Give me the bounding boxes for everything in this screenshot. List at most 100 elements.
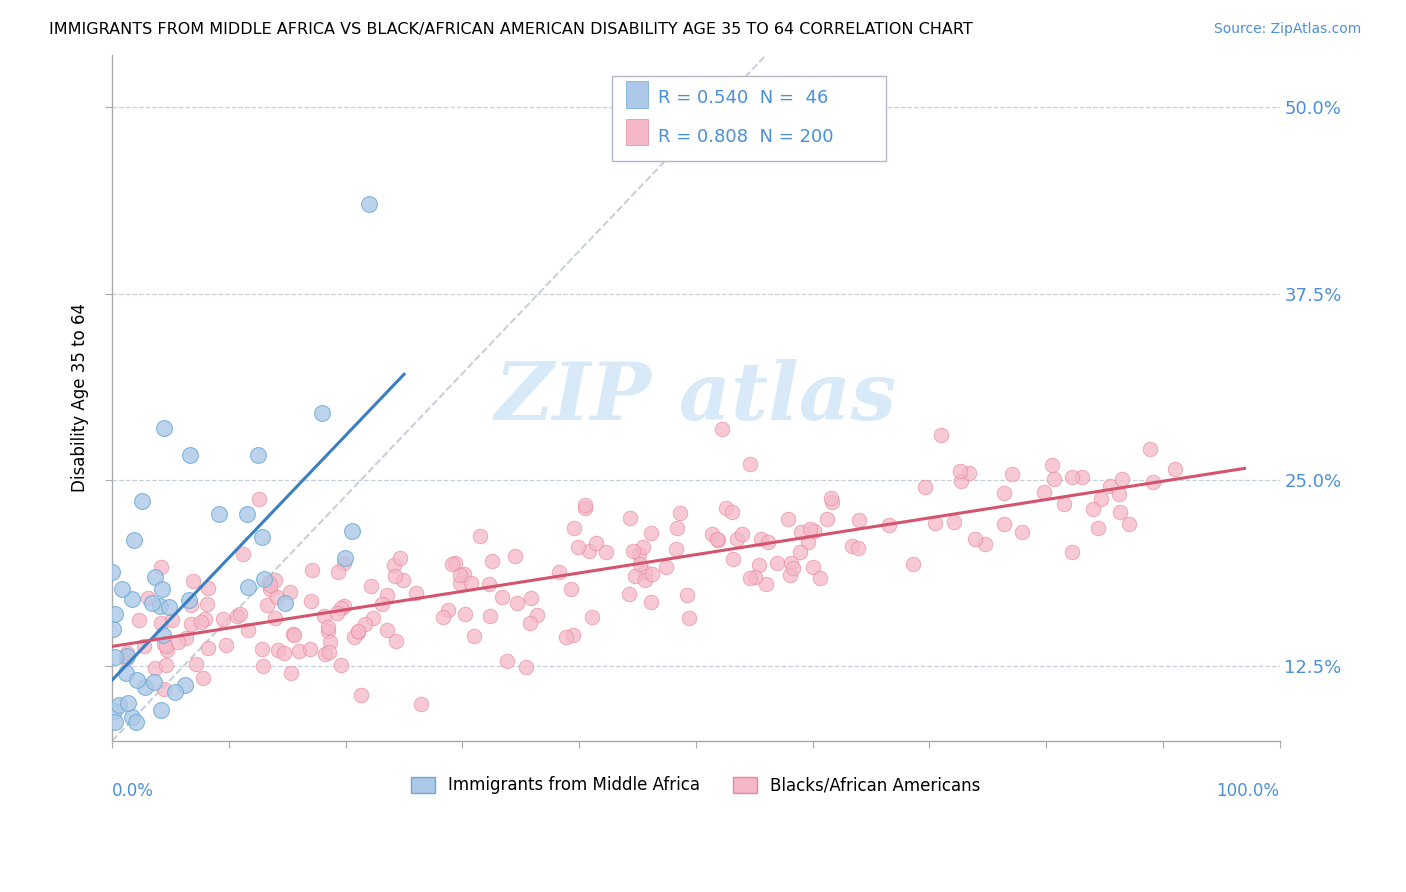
Point	[259, 582, 281, 596]
Point	[150, 616, 173, 631]
Point	[104, 650, 127, 665]
Point	[153, 682, 176, 697]
Point	[640, 525, 662, 540]
Point	[288, 644, 311, 658]
Point	[478, 577, 501, 591]
Point	[700, 526, 723, 541]
Point	[115, 648, 138, 663]
Text: R = 0.540  N =  46: R = 0.540 N = 46	[658, 89, 828, 107]
Point	[121, 710, 143, 724]
Point	[382, 558, 405, 572]
Point	[942, 515, 965, 529]
Point	[316, 620, 339, 634]
Point	[405, 586, 427, 600]
Point	[156, 642, 179, 657]
Point	[848, 513, 870, 527]
Point	[319, 635, 342, 649]
Point	[711, 422, 734, 436]
Point	[104, 607, 127, 622]
Point	[280, 665, 302, 680]
Point	[236, 507, 259, 521]
Point	[748, 558, 770, 573]
Point	[641, 567, 664, 582]
Point	[481, 554, 503, 568]
Point	[803, 524, 825, 538]
Point	[631, 540, 654, 554]
Point	[273, 646, 295, 660]
Point	[782, 560, 804, 574]
Point	[180, 617, 202, 632]
Point	[264, 611, 287, 625]
Point	[846, 541, 869, 556]
Point	[1071, 469, 1094, 483]
Point	[259, 578, 281, 592]
Point	[134, 680, 156, 694]
Point	[236, 624, 259, 638]
Point	[409, 697, 432, 711]
Point	[252, 642, 274, 657]
Point	[515, 659, 537, 673]
Point	[128, 613, 150, 627]
Point	[738, 571, 761, 585]
Point	[468, 529, 491, 543]
Point	[318, 624, 340, 638]
Point	[225, 609, 247, 624]
Point	[561, 627, 583, 641]
Point	[343, 630, 366, 644]
Point	[197, 640, 219, 655]
Point	[744, 570, 766, 584]
Point	[1052, 497, 1074, 511]
Point	[669, 506, 692, 520]
Point	[628, 547, 651, 561]
Point	[1087, 521, 1109, 535]
Point	[238, 580, 260, 594]
Point	[1111, 472, 1133, 486]
Point	[167, 635, 190, 649]
Point	[779, 568, 801, 582]
Point	[278, 584, 301, 599]
Point	[197, 582, 219, 596]
Point	[326, 607, 349, 621]
Point	[624, 569, 647, 583]
Point	[441, 557, 464, 571]
Point	[720, 505, 742, 519]
Point	[232, 547, 254, 561]
Point	[350, 688, 373, 702]
Point	[347, 624, 370, 638]
Point	[301, 563, 323, 577]
Point	[153, 637, 176, 651]
Point	[264, 573, 287, 587]
Point	[776, 512, 799, 526]
Point	[361, 611, 384, 625]
Point	[332, 556, 354, 570]
Point	[815, 512, 838, 526]
Point	[520, 591, 543, 605]
Point	[318, 645, 340, 659]
Point	[993, 486, 1015, 500]
Legend: Immigrants from Middle Africa, Blacks/African Americans: Immigrants from Middle Africa, Blacks/Af…	[405, 770, 987, 801]
Point	[1099, 479, 1122, 493]
Point	[706, 532, 728, 546]
Point	[101, 622, 124, 636]
Point	[335, 551, 357, 566]
Point	[595, 545, 617, 559]
Point	[560, 582, 582, 597]
Point	[250, 530, 273, 544]
Point	[665, 521, 688, 535]
Point	[371, 597, 394, 611]
Point	[311, 406, 333, 420]
Point	[266, 590, 288, 604]
Point	[314, 647, 336, 661]
Point	[176, 632, 198, 646]
Point	[454, 607, 477, 621]
Point	[125, 714, 148, 729]
Point	[150, 703, 173, 717]
Point	[384, 569, 406, 583]
Point	[247, 491, 270, 506]
Point	[619, 587, 641, 601]
Y-axis label: Disability Age 35 to 64: Disability Age 35 to 64	[72, 303, 89, 492]
Point	[914, 480, 936, 494]
Point	[194, 612, 217, 626]
Point	[801, 559, 824, 574]
Point	[766, 556, 789, 570]
